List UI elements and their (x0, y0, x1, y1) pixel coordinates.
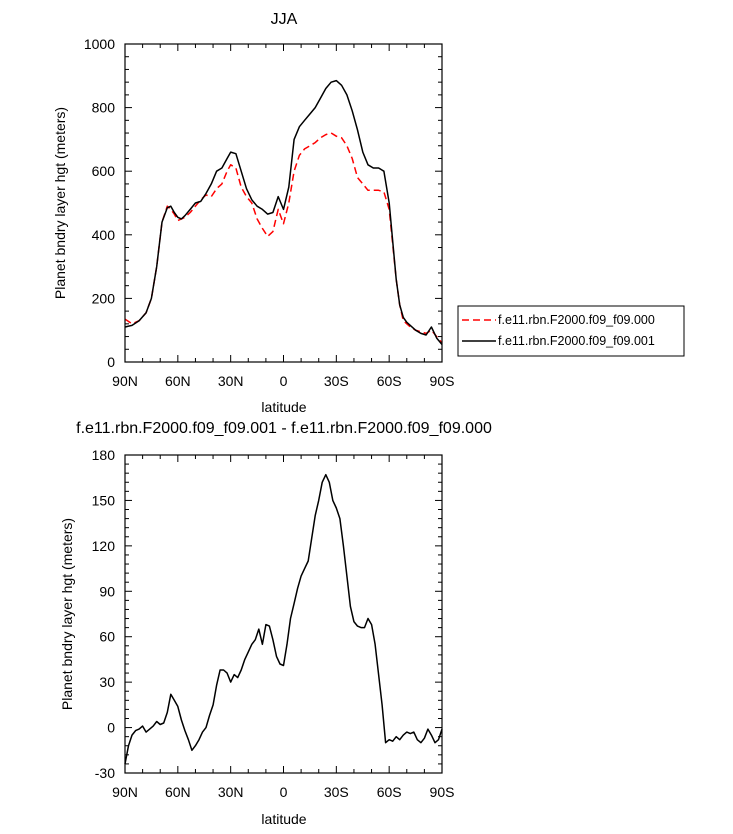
bottom-chart-y-tick-label: 30 (99, 674, 115, 690)
top-chart-series-line-1 (124, 79, 443, 345)
top-chart-x-tick-label: 90S (430, 373, 455, 389)
bottom-chart-y-tick-label: 120 (92, 538, 116, 554)
top-chart-plot-area: 90N 60N 30N 0 30S 60S 90S 0 200 400 600 800 1000 (84, 36, 455, 389)
top-chart-y-tick-label: 600 (92, 163, 116, 179)
bottom-chart-x-tick-label: 0 (280, 784, 288, 800)
bottom-chart-y-axis-label: Planet bndry layer hgt (meters) (59, 518, 75, 710)
top-chart-y-tick-label: 0 (107, 354, 115, 370)
bottom-chart-y-tick-label: 0 (107, 720, 115, 736)
legend-label-series-000: f.e11.rbn.F2000.f09_f09.000 (498, 313, 655, 327)
bottom-chart-title: f.e11.rbn.F2000.f09_f09.001 - f.e11.rbn.… (76, 420, 492, 437)
top-chart-y-tick-label: 400 (92, 227, 116, 243)
top-chart-x-tick-label: 30N (218, 373, 244, 389)
top-chart-x-tick-label: 90N (112, 373, 138, 389)
legend-label-series-001: f.e11.rbn.F2000.f09_f09.001 (498, 334, 655, 348)
top-chart-series-line-0 (124, 132, 443, 344)
top-chart-y-axis-label: Planet bndry layer hgt (meters) (52, 107, 68, 299)
bottom-chart-series-line-0 (124, 473, 443, 765)
bottom-chart-frame (124, 454, 443, 774)
bottom-chart-plot-area: 90N 60N 30N 0 30S 60S 90S -30 0 30 60 90 120 150 180 (92, 447, 455, 800)
bottom-chart-x-tick-label: 60N (165, 784, 191, 800)
top-chart-title: JJA (271, 11, 298, 28)
bottom-chart-y-tick-label: 180 (92, 447, 116, 463)
legend: f.e11.rbn.F2000.f09_f09.000 f.e11.rbn.F2… (457, 305, 685, 357)
bottom-chart: f.e11.rbn.F2000.f09_f09.001 - f.e11.rbn.… (59, 420, 492, 827)
bottom-chart-y-tick-label: 150 (92, 492, 116, 508)
bottom-chart-y-tick-label: 90 (99, 583, 115, 599)
top-chart-x-tick-label: 30S (324, 373, 349, 389)
top-chart: JJA 90N 60N 30N 0 30S 60S 90S 0 200 400 600 800 1000… (52, 11, 685, 415)
bottom-chart-y-tick-label: 60 (99, 629, 115, 645)
legend-box (457, 305, 685, 357)
bottom-chart-x-tick-label: 60S (377, 784, 402, 800)
top-chart-y-tick-label: 1000 (84, 36, 115, 52)
top-chart-x-tick-label: 0 (280, 373, 288, 389)
top-chart-x-tick-label: 60N (165, 373, 191, 389)
top-chart-x-axis-label: latitude (261, 399, 306, 415)
bottom-chart-x-axis-label: latitude (261, 811, 306, 827)
top-chart-frame (124, 43, 443, 363)
top-chart-y-tick-label: 800 (92, 100, 116, 116)
bottom-chart-y-tick-label: -30 (95, 765, 115, 781)
bottom-chart-x-tick-label: 30N (218, 784, 244, 800)
top-chart-y-tick-label: 200 (92, 290, 116, 306)
bottom-chart-x-tick-label: 30S (324, 784, 349, 800)
top-chart-x-tick-label: 60S (377, 373, 402, 389)
bottom-chart-x-tick-label: 90N (112, 784, 138, 800)
bottom-chart-x-tick-label: 90S (430, 784, 455, 800)
